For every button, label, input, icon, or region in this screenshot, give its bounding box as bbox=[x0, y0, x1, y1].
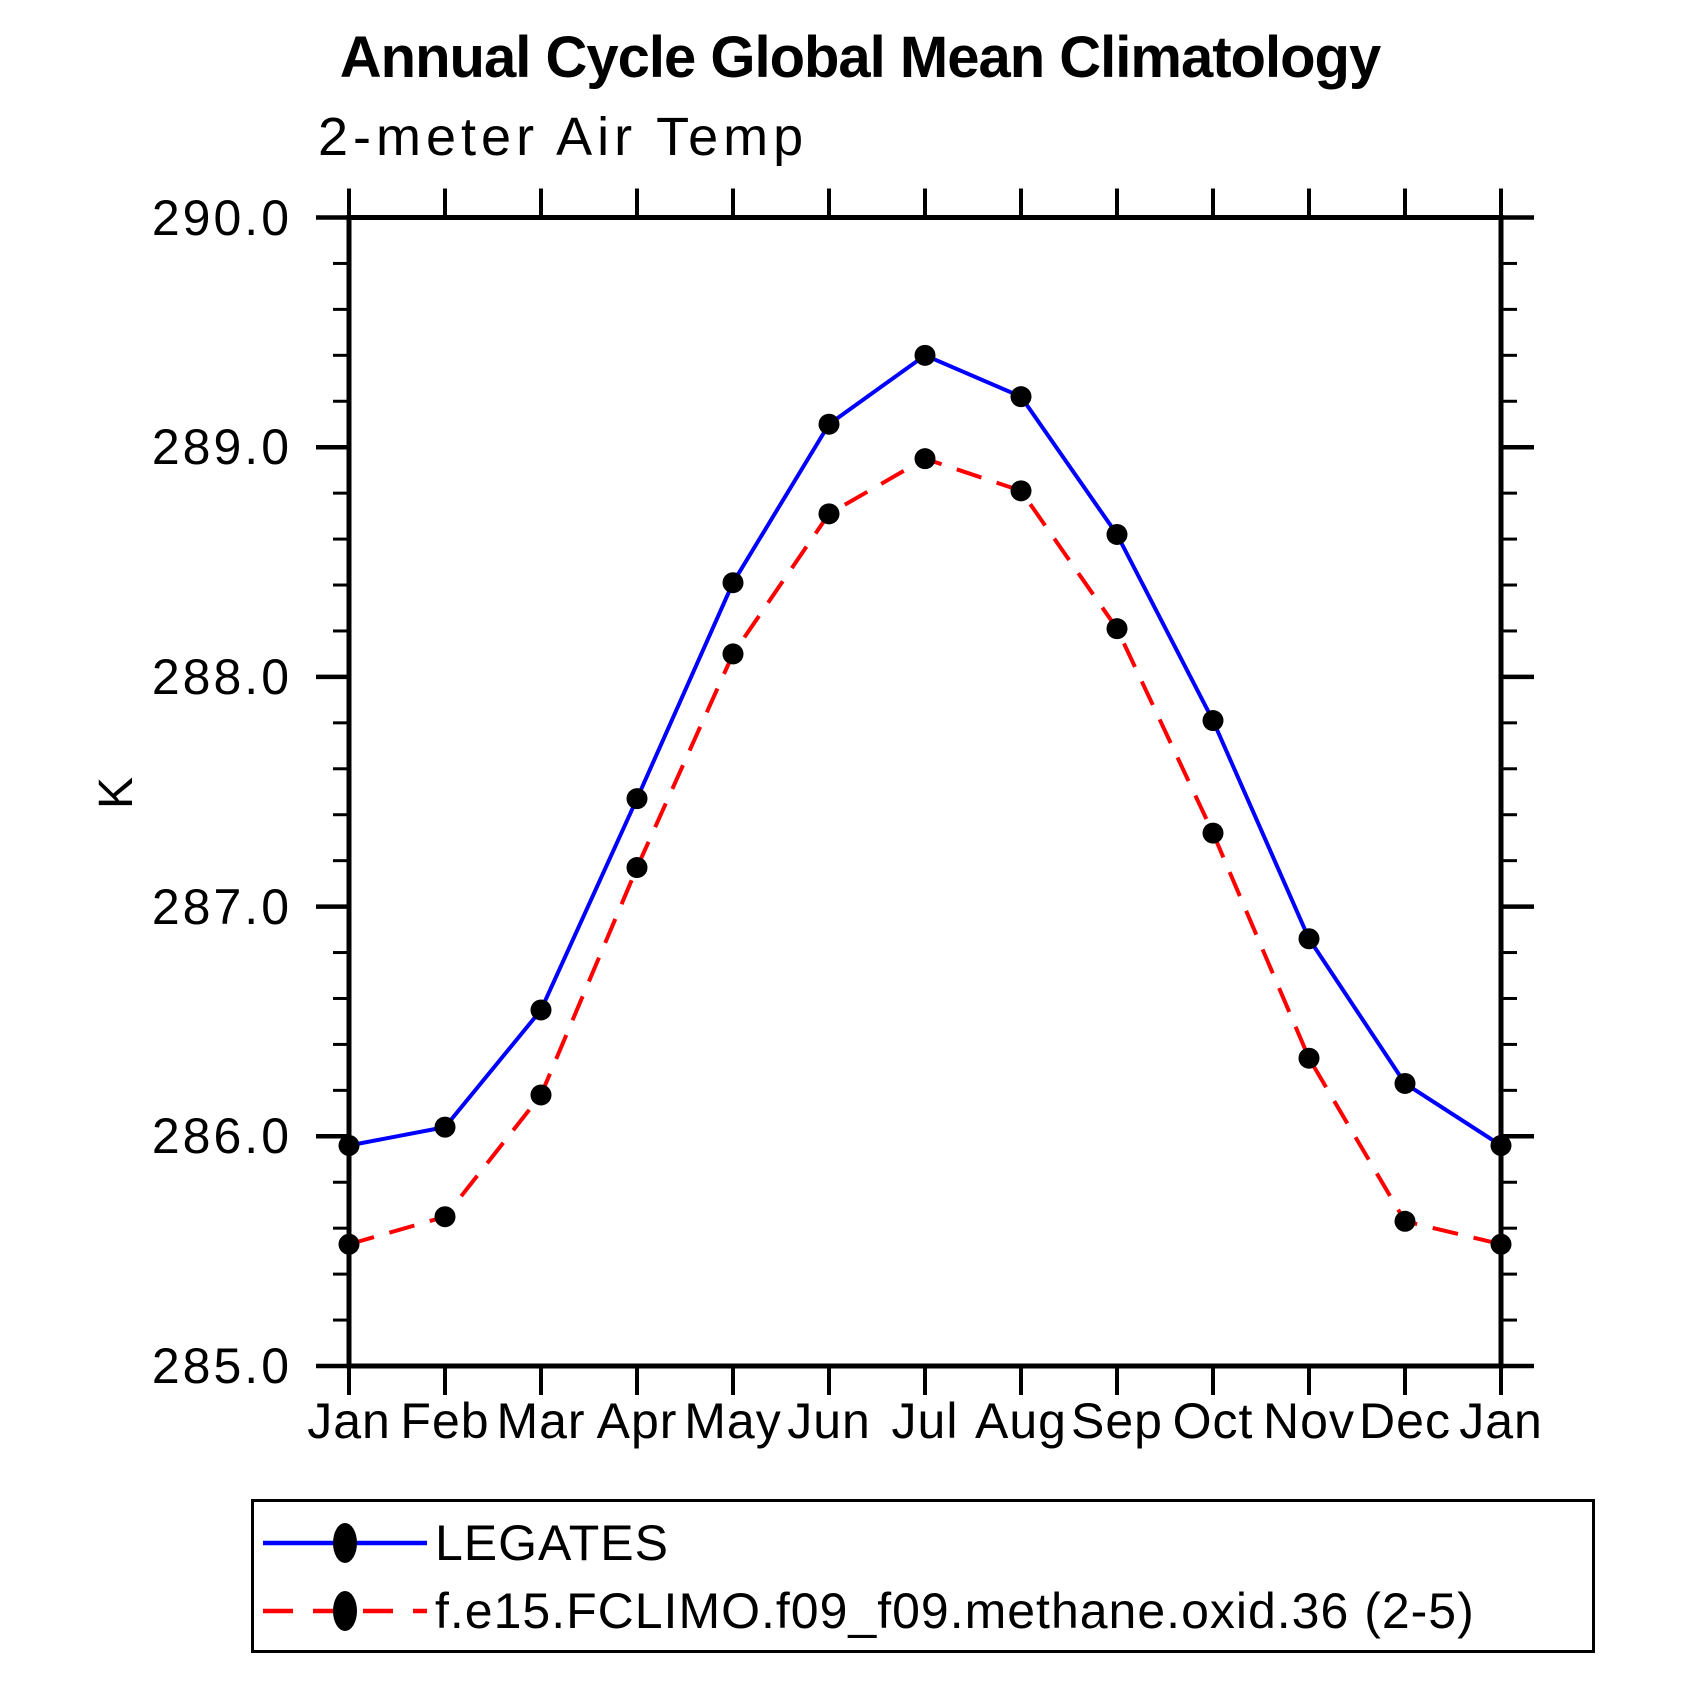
data-point-marker bbox=[1202, 710, 1224, 732]
data-point-marker bbox=[1298, 928, 1320, 950]
data-point-marker bbox=[914, 448, 936, 470]
data-point-marker bbox=[626, 857, 648, 879]
x-tick-label: Feb bbox=[400, 1393, 490, 1449]
x-tick-label: Jun bbox=[787, 1393, 871, 1449]
legend-marker bbox=[333, 1591, 357, 1631]
x-tick-label: Jan bbox=[1459, 1393, 1543, 1449]
legend-item-model: f.e15.FCLIMO.f09_f09.methane.oxid.36 (2-… bbox=[259, 1581, 1475, 1641]
data-point-marker bbox=[434, 1206, 456, 1228]
data-point-marker bbox=[1490, 1134, 1512, 1156]
x-tick-label: May bbox=[684, 1393, 782, 1449]
data-point-marker bbox=[626, 788, 648, 810]
x-tick-label: Jul bbox=[891, 1393, 959, 1449]
data-point-marker bbox=[1394, 1210, 1416, 1232]
data-point-marker bbox=[818, 503, 840, 525]
x-tick-label: Apr bbox=[596, 1393, 678, 1449]
x-tick-label: Aug bbox=[975, 1393, 1067, 1449]
y-tick-label: 290.0 bbox=[151, 189, 292, 246]
data-point-marker bbox=[1010, 480, 1032, 502]
data-point-marker bbox=[338, 1233, 360, 1255]
x-tick-label: Mar bbox=[496, 1393, 586, 1449]
data-point-marker bbox=[1202, 822, 1224, 844]
legend-line-sample-solid bbox=[263, 1523, 427, 1563]
x-tick-label: Oct bbox=[1172, 1393, 1254, 1449]
legend-label-legates: LEGATES bbox=[435, 1515, 669, 1571]
x-tick-label: Sep bbox=[1071, 1393, 1163, 1449]
data-point-marker bbox=[338, 1134, 360, 1156]
legend-item-legates: LEGATES bbox=[259, 1513, 669, 1573]
data-point-marker bbox=[530, 999, 552, 1021]
y-axis-label: K bbox=[90, 777, 143, 810]
y-tick-label: 287.0 bbox=[151, 878, 292, 935]
chart-subtitle: 2-meter Air Temp bbox=[318, 107, 809, 167]
data-point-marker bbox=[1490, 1233, 1512, 1255]
y-tick-label: 289.0 bbox=[151, 419, 292, 476]
data-point-marker bbox=[1394, 1072, 1416, 1094]
data-point-marker bbox=[722, 643, 744, 665]
data-point-marker bbox=[914, 344, 936, 366]
y-tick-label: 288.0 bbox=[151, 648, 292, 705]
data-point-marker bbox=[1298, 1047, 1320, 1069]
y-tick-label: 286.0 bbox=[151, 1108, 292, 1165]
data-point-marker bbox=[1106, 618, 1128, 640]
legend-marker bbox=[333, 1523, 357, 1563]
x-tick-label: Nov bbox=[1263, 1393, 1355, 1449]
chart-title: Annual Cycle Global Mean Climatology bbox=[339, 25, 1381, 90]
series-line-legates bbox=[348, 353, 1503, 1148]
data-point-marker bbox=[434, 1116, 456, 1138]
data-point-marker bbox=[818, 413, 840, 435]
data-point-marker bbox=[1010, 386, 1032, 408]
legend-line-sample-dashed bbox=[263, 1591, 427, 1631]
data-point-marker bbox=[1106, 523, 1128, 545]
y-tick-label: 285.0 bbox=[151, 1338, 292, 1394]
series-line-model bbox=[348, 456, 1502, 1247]
legend-label-model: f.e15.FCLIMO.f09_f09.methane.oxid.36 (2-… bbox=[435, 1583, 1475, 1639]
plot-border bbox=[346, 215, 1504, 1369]
x-tick-label: Jan bbox=[307, 1393, 391, 1449]
data-point-marker bbox=[722, 572, 744, 594]
x-tick-label: Dec bbox=[1359, 1393, 1451, 1449]
data-point-marker bbox=[530, 1084, 552, 1106]
legend: LEGATES f.e15.FCLIMO.f09_f09.methane.oxi… bbox=[251, 1499, 1595, 1653]
